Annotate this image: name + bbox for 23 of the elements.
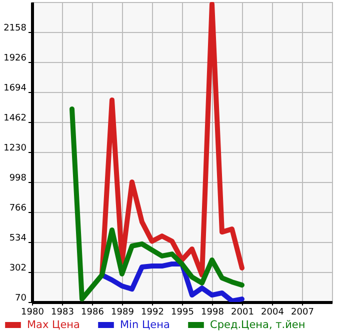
y-tick-label: 766 bbox=[9, 204, 27, 214]
y-tick-label: 2158 bbox=[4, 24, 27, 34]
x-tick-label: 2007 bbox=[291, 308, 314, 318]
x-tick-label: 1995 bbox=[171, 308, 194, 318]
x-tick-label: 1998 bbox=[201, 308, 224, 318]
y-tick-label: 1230 bbox=[4, 144, 27, 154]
x-tick-label: 2001 bbox=[231, 308, 254, 318]
y-tick-label: 534 bbox=[9, 234, 27, 244]
x-tick-label: 1983 bbox=[51, 308, 74, 318]
x-tick-label: 2004 bbox=[261, 308, 284, 318]
y-tick-label: 998 bbox=[9, 174, 27, 184]
legend-label: Min Цена bbox=[120, 319, 170, 331]
x-tick-label: 1989 bbox=[111, 308, 134, 318]
y-tick-label: 70 bbox=[15, 294, 27, 304]
x-tick-label: 1986 bbox=[81, 308, 104, 318]
x-tick-label: 1980 bbox=[21, 308, 44, 318]
y-tick-label: 1926 bbox=[4, 54, 27, 64]
legend-label: Max Цена bbox=[27, 319, 80, 331]
y-tick-label: 1694 bbox=[4, 84, 27, 94]
legend-label: Сред.Цена, т.йен bbox=[210, 319, 306, 331]
y-tick-label: 1462 bbox=[4, 114, 26, 124]
y-tick-label: 302 bbox=[9, 264, 26, 274]
x-tick-label: 1992 bbox=[141, 308, 164, 318]
